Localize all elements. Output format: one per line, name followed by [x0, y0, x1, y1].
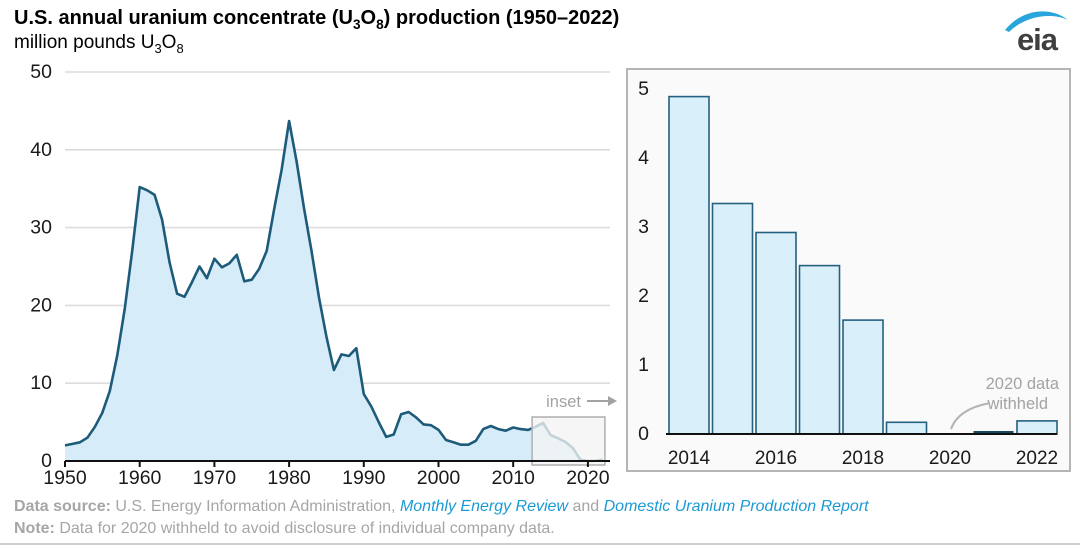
- withheld-annotation-line2: withheld: [986, 395, 1048, 413]
- data-source-label: Data source:: [14, 498, 111, 515]
- bar-2017: [798, 264, 841, 435]
- inset-y-tick-label: 2: [638, 285, 649, 307]
- bar-2014: [668, 95, 710, 435]
- inset-chart-plot: 0 1 2 3 4 5 2014 2016 2018 2020 2022: [638, 78, 1058, 469]
- x-axis-tick-label: 1980: [267, 467, 311, 489]
- y-axis-tick-label: 20: [30, 294, 52, 316]
- eia-logo: eia: [1005, 11, 1068, 57]
- bar-2015: [711, 202, 754, 435]
- subtitle-text: O: [161, 32, 177, 53]
- x-axis-tick-label: 2000: [417, 467, 461, 489]
- inset-x-tick-label: 2018: [842, 448, 884, 469]
- page-title: U.S. annual uranium concentrate (U3O8) p…: [14, 6, 619, 31]
- chart-header: U.S. annual uranium concentrate (U3O8) p…: [14, 6, 619, 55]
- data-source-text: U.S. Energy Information Administration,: [110, 498, 400, 515]
- data-source-and: and: [568, 498, 604, 515]
- chart-units-subtitle: million pounds U3O8: [14, 31, 619, 55]
- bar-2019: [885, 421, 928, 435]
- bar-2018: [842, 319, 884, 435]
- inset-x-tick-label: 2014: [668, 448, 711, 469]
- x-axis-tick-label: 1950: [43, 467, 87, 489]
- subtitle-subscript: 8: [176, 40, 184, 56]
- inset-y-tick-label: 0: [638, 423, 649, 445]
- inset-bar-chart: 0 1 2 3 4 5 2014 2016 2018 2020 2022 2020 data wit…: [626, 68, 1071, 472]
- x-axis-tick-label: 1990: [342, 467, 386, 489]
- inset-pointer-arrowhead-icon: [608, 396, 617, 406]
- eia-logo-text: eia: [1017, 22, 1059, 57]
- note-line: Note: Data for 2020 withheld to avoid di…: [14, 518, 869, 540]
- bar-2021-near-zero: [973, 431, 1014, 434]
- title-subscript: 3: [352, 17, 361, 32]
- domestic-uranium-production-report-link[interactable]: Domestic Uranium Production Report: [603, 498, 869, 515]
- production-trend-line: [64, 119, 604, 463]
- note-text: Data for 2020 withheld to avoid disclosu…: [54, 520, 555, 537]
- inset-y-tick-label: 3: [638, 216, 649, 238]
- withheld-annotation-line1: 2020 data: [986, 375, 1060, 393]
- main-chart-plot: 0 10 20 30 40 50 1950 1960 1970 1980 1990 2000 2010 2…: [30, 61, 610, 489]
- production-area-fill: [65, 121, 603, 461]
- data-source-line: Data source: U.S. Energy Information Adm…: [14, 496, 869, 518]
- monthly-energy-review-link[interactable]: Monthly Energy Review: [399, 498, 569, 515]
- x-axis-tick-label: 2010: [492, 467, 536, 489]
- y-axis-tick-label: 30: [30, 217, 52, 239]
- x-axis-tick-label: 1970: [193, 467, 237, 489]
- y-axis-tick-label: 10: [30, 372, 52, 394]
- inset-x-tick-label: 2020: [929, 448, 971, 469]
- main-area-chart: 0 10 20 30 40 50 1950 1960 1970 1980 1990 2000 2010 2…: [30, 61, 617, 489]
- note-label: Note:: [14, 520, 55, 537]
- x-axis-tick-label: 2020: [566, 467, 610, 489]
- bar-2022: [1016, 420, 1058, 435]
- title-text: ) production (1950–2022): [383, 7, 620, 29]
- inset-x-tick-label: 2016: [755, 448, 797, 469]
- bottom-divider: [0, 543, 1080, 545]
- title-subscript: 8: [376, 17, 384, 32]
- eia-logo-swoosh-icon: [1005, 11, 1068, 32]
- subtitle-text: million pounds U: [14, 32, 155, 53]
- subtitle-subscript: 3: [154, 40, 162, 56]
- bar-2016: [755, 231, 797, 435]
- title-text: U.S. annual uranium concentrate (U: [14, 7, 353, 29]
- title-text: O: [360, 7, 377, 29]
- y-axis-tick-label: 40: [30, 139, 52, 161]
- chart-footer: Data source: U.S. Energy Information Adm…: [14, 496, 869, 540]
- y-axis-tick-label: 0: [41, 450, 52, 472]
- withheld-leader-line: [950, 402, 991, 430]
- inset-y-tick-label: 4: [638, 147, 649, 169]
- inset-y-tick-label: 5: [638, 78, 649, 100]
- y-axis-tick-label: 50: [30, 61, 52, 83]
- inset-pointer-label: inset: [546, 393, 581, 411]
- inset-x-tick-label: 2022: [1016, 448, 1058, 469]
- inset-region-box: [531, 416, 606, 466]
- inset-y-tick-label: 1: [638, 354, 649, 376]
- x-axis-tick-label: 1960: [118, 467, 162, 489]
